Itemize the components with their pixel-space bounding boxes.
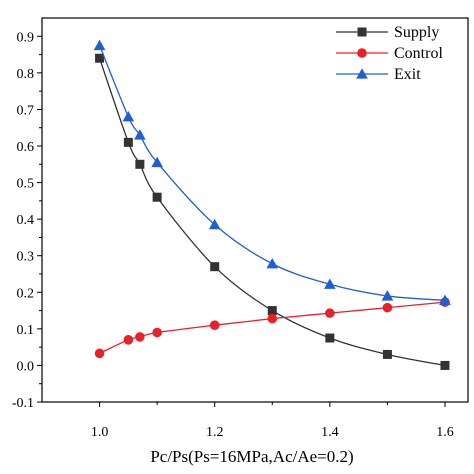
y-tick-label: 0.4 xyxy=(17,213,35,228)
data-point-exit xyxy=(266,257,279,269)
y-tick-label: -0.1 xyxy=(12,396,34,411)
data-point-supply xyxy=(210,262,220,272)
legend-marker-control xyxy=(357,48,367,58)
y-tick-label: 0.8 xyxy=(17,67,35,82)
x-tick-label: 1.4 xyxy=(321,425,339,440)
y-tick-label: 0.2 xyxy=(17,286,35,301)
series-exit xyxy=(93,39,451,305)
data-point-supply xyxy=(382,349,392,359)
data-point-supply xyxy=(440,360,450,370)
data-point-control xyxy=(94,348,105,359)
data-point-supply xyxy=(135,159,145,169)
y-tick-label: 0.9 xyxy=(17,30,35,45)
series-supply xyxy=(95,53,450,370)
legend-marker-supply xyxy=(357,27,367,37)
y-tick-label: 0.5 xyxy=(17,177,35,192)
y-tick-label: 0.7 xyxy=(17,103,35,118)
x-tick-label: 1.0 xyxy=(91,425,109,440)
legend: Supply Control Exit xyxy=(336,24,443,83)
legend-item-exit: Exit xyxy=(336,66,421,83)
legend-label-supply: Supply xyxy=(394,24,439,41)
data-point-control xyxy=(267,313,278,324)
legend-label-control: Control xyxy=(394,45,443,62)
data-point-exit xyxy=(122,110,135,122)
series-control xyxy=(94,297,450,359)
data-point-exit xyxy=(381,290,394,301)
legend-label-exit: Exit xyxy=(394,66,421,83)
data-point-exit xyxy=(208,218,221,230)
data-point-exit xyxy=(324,278,336,289)
y-tick-label: 0.6 xyxy=(17,140,35,155)
x-axis-title: Pc/Ps(Ps=16MPa,Ac/Ae=0.2) xyxy=(150,447,353,466)
y-tick-label: 0.3 xyxy=(17,250,35,265)
data-point-supply xyxy=(325,333,335,343)
data-point-exit xyxy=(151,156,163,168)
y-tick-label: 0.0 xyxy=(17,359,35,374)
data-point-exit xyxy=(439,294,451,305)
data-point-control xyxy=(209,320,220,331)
data-point-supply xyxy=(267,306,277,316)
series-layer xyxy=(93,39,451,370)
legend-marker-exit xyxy=(356,68,368,79)
y-tick-label: 0.1 xyxy=(17,323,35,338)
plot-border xyxy=(41,17,469,403)
legend-item-supply: Supply xyxy=(336,24,439,41)
data-point-control xyxy=(123,335,134,345)
data-point-control xyxy=(152,327,162,338)
data-point-exit xyxy=(134,129,146,140)
plot-frame xyxy=(41,17,469,403)
data-point-control xyxy=(325,308,335,318)
data-point-exit xyxy=(93,39,106,51)
data-point-supply xyxy=(152,192,162,202)
x-axis: 1.0 1.2 1.4 1.6 xyxy=(91,402,454,440)
legend-item-control: Control xyxy=(336,45,443,62)
x-tick-label: 1.2 xyxy=(206,425,224,440)
data-point-control xyxy=(135,332,145,342)
data-point-control xyxy=(382,302,393,313)
data-point-supply xyxy=(123,137,133,147)
x-tick-label: 1.6 xyxy=(436,425,454,440)
data-point-supply xyxy=(95,53,105,63)
y-axis: -0.1 0.0 0.1 0.2 0.3 0.4 0.5 0.6 0.7 0.8 0.9 xyxy=(12,30,42,411)
